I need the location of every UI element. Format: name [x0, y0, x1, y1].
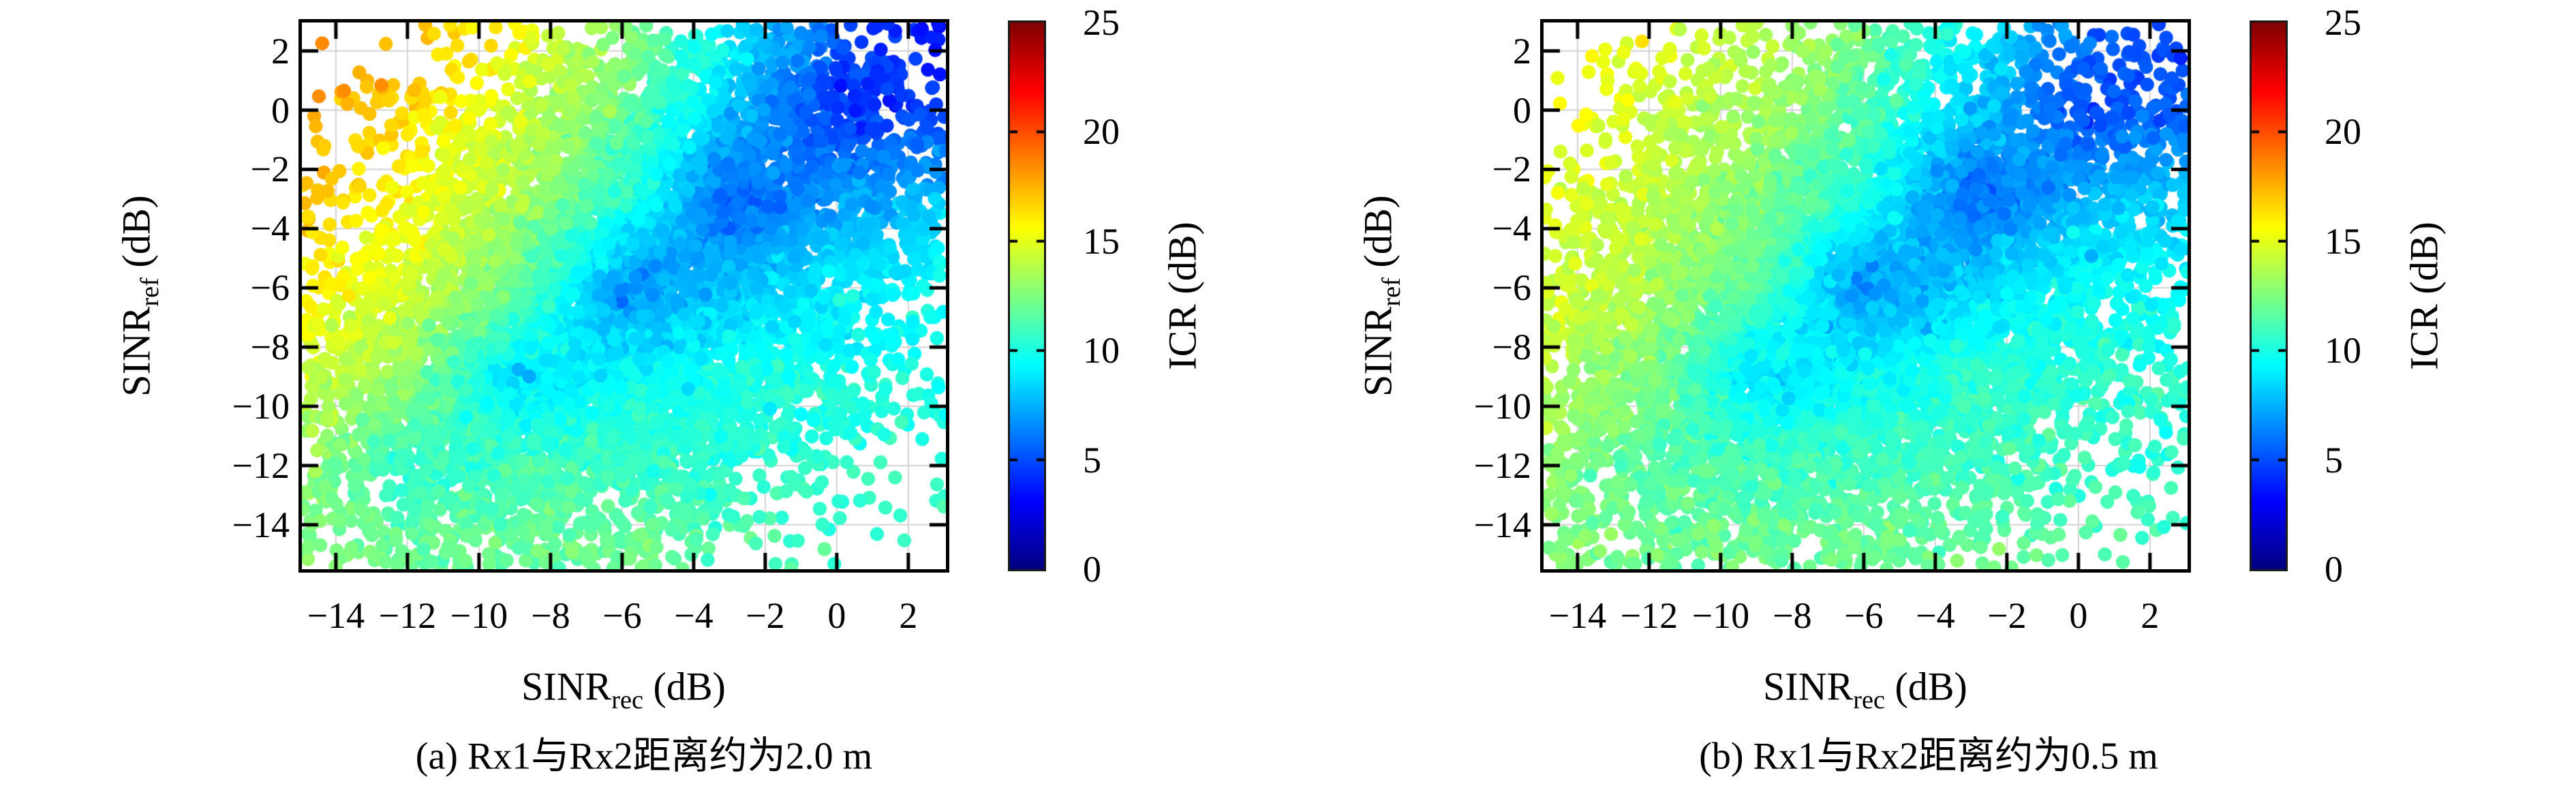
colorbar-gradient-a: [1010, 22, 1044, 569]
y-axis-label-sub: ref: [1377, 277, 1407, 307]
x-tick-label: 2: [899, 595, 918, 636]
y-tick-label: −12: [1473, 444, 1531, 486]
y-tick-label: −14: [1473, 504, 1531, 545]
caption-b: (b) Rx1与Rx2距离约为0.5 m: [1699, 735, 2158, 778]
y-tick-label: −2: [1492, 149, 1531, 190]
x-tick-label: −14: [1548, 595, 1607, 636]
y-axis-label-unit: (dB): [114, 195, 159, 278]
x-tick-label: −6: [1844, 595, 1884, 636]
caption-a: (a) Rx1与Rx2距离约为2.0 m: [415, 735, 873, 778]
x-tick-label: −8: [1773, 595, 1812, 636]
colorbar-tick-label: 0: [2325, 549, 2343, 590]
y-axis-label: SINRref (dB): [114, 195, 165, 397]
y-axis-label-sub: ref: [136, 277, 165, 307]
colorbar-a: [1008, 20, 1046, 571]
x-tick-label: −4: [1916, 595, 1955, 636]
x-axis-label: SINRrec (dB): [1763, 664, 1967, 714]
colorbar-tick-label: 25: [2325, 2, 2361, 43]
y-tick-label: −6: [250, 267, 290, 309]
colorbar-gradient-b: [2252, 22, 2286, 569]
colorbar-tick-label: 15: [1083, 220, 1120, 262]
x-axis-label-sub: rec: [611, 686, 644, 715]
y-tick-label: −4: [1492, 208, 1531, 250]
scatter-canvas-a: [302, 22, 946, 569]
y-tick-label: −4: [250, 208, 290, 250]
x-axis-label-base: SINR: [1763, 664, 1854, 709]
x-axis-label: SINRrec (dB): [521, 664, 726, 714]
x-tick-label: −4: [674, 595, 714, 636]
panel-b: SINRref (dB) 2 0 −2 −4 −6 −8 −10 −12 −14 −14 −12−…: [1356, 0, 2576, 801]
plot-frame-b: [1540, 19, 2191, 573]
colorbar-tick-label: 0: [1083, 549, 1101, 590]
y-tick-label: −8: [1492, 327, 1531, 368]
colorbar-b: [2250, 20, 2288, 571]
panel-a: SINRref (dB) 2 0 −2 −4 −6 −8 −10 −12 −14 −14 −12−…: [114, 0, 1351, 801]
colorbar-label-b: ICR (dB): [2402, 222, 2447, 370]
y-tick-label: −10: [1473, 386, 1531, 427]
y-tick-label: −8: [250, 327, 290, 368]
x-tick-label: −2: [1987, 595, 2027, 636]
x-tick-label: 2: [2141, 595, 2160, 636]
colorbar-tick-label: 5: [1083, 439, 1101, 481]
y-tick-label: 2: [1513, 30, 1531, 72]
x-tick-label: −6: [602, 595, 642, 636]
x-axis-label-sub: rec: [1853, 686, 1886, 715]
x-tick-label: −2: [746, 595, 785, 636]
scatter-canvas-b: [1544, 22, 2188, 569]
y-axis-label-base: SINR: [1355, 306, 1400, 397]
y-tick-label: −10: [232, 386, 290, 427]
colorbar-tick-label: 20: [1083, 111, 1120, 153]
x-axis-label-base: SINR: [521, 664, 612, 709]
y-tick-label: 0: [1513, 89, 1531, 131]
colorbar-tick-label: 10: [2325, 330, 2361, 372]
y-axis-label: SINRref (dB): [1355, 195, 1407, 397]
y-axis-label-base: SINR: [114, 306, 159, 397]
x-tick-label: −10: [450, 595, 508, 636]
x-axis-label-unit: (dB): [643, 664, 726, 709]
colorbar-tick-label: 20: [2325, 111, 2361, 153]
x-tick-label: −10: [1691, 595, 1750, 636]
y-tick-label: −12: [232, 444, 290, 486]
plot-frame-a: [298, 19, 949, 573]
x-tick-label: 0: [827, 595, 846, 636]
colorbar-tick-label: 15: [2325, 220, 2361, 262]
y-axis-label-unit: (dB): [1355, 195, 1400, 278]
x-axis-label-unit: (dB): [1885, 664, 1967, 709]
y-tick-label: −2: [250, 149, 290, 190]
colorbar-label-a: ICR (dB): [1160, 222, 1205, 370]
y-tick-label: 2: [271, 30, 290, 72]
y-tick-label: 0: [271, 89, 290, 131]
x-tick-label: −14: [307, 595, 365, 636]
x-tick-label: −12: [378, 595, 437, 636]
x-tick-label: 0: [2069, 595, 2088, 636]
y-tick-label: −14: [232, 504, 290, 545]
colorbar-tick-label: 25: [1083, 2, 1120, 43]
x-tick-label: −12: [1620, 595, 1678, 636]
colorbar-tick-label: 5: [2325, 439, 2343, 481]
x-tick-label: −8: [531, 595, 570, 636]
colorbar-tick-label: 10: [1083, 330, 1120, 372]
y-tick-label: −6: [1492, 267, 1531, 309]
